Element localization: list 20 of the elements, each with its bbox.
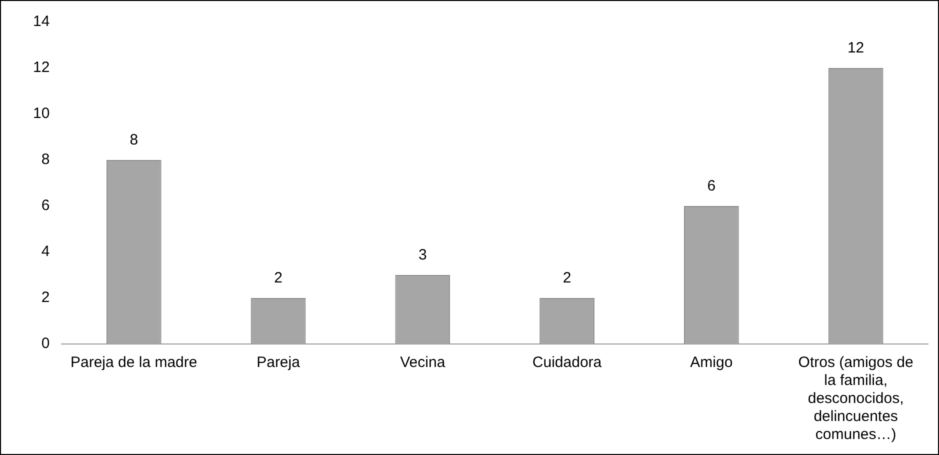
y-tick-label: 8 [41,151,50,168]
y-tick-label: 2 [41,289,50,306]
data-label: 2 [562,270,572,287]
y-tick-label: 12 [32,59,50,76]
data-label: 8 [130,132,138,149]
data-label: 2 [274,270,282,287]
data-label: 3 [418,246,427,264]
y-tick-label: 6 [41,197,50,214]
x-tick-label: Amigo [690,354,733,372]
y-tick-label: 10 [32,105,50,122]
x-tick-label: Pareja [256,354,301,372]
x-tick-label: Pareja de la madre [70,354,198,372]
x-tick-label: Cuidadora [532,354,602,372]
y-tick-label: 0 [41,335,50,352]
y-tick-label: 14 [32,13,50,30]
x-tick-label: Vecina [400,354,446,372]
data-label: 12 [847,40,864,57]
y-tick-label: 4 [41,243,50,260]
data-label: 6 [707,178,716,195]
x-tick-label: Otros (amigos de la familia, desconocidos, delincuentes comunes…) [798,354,914,444]
